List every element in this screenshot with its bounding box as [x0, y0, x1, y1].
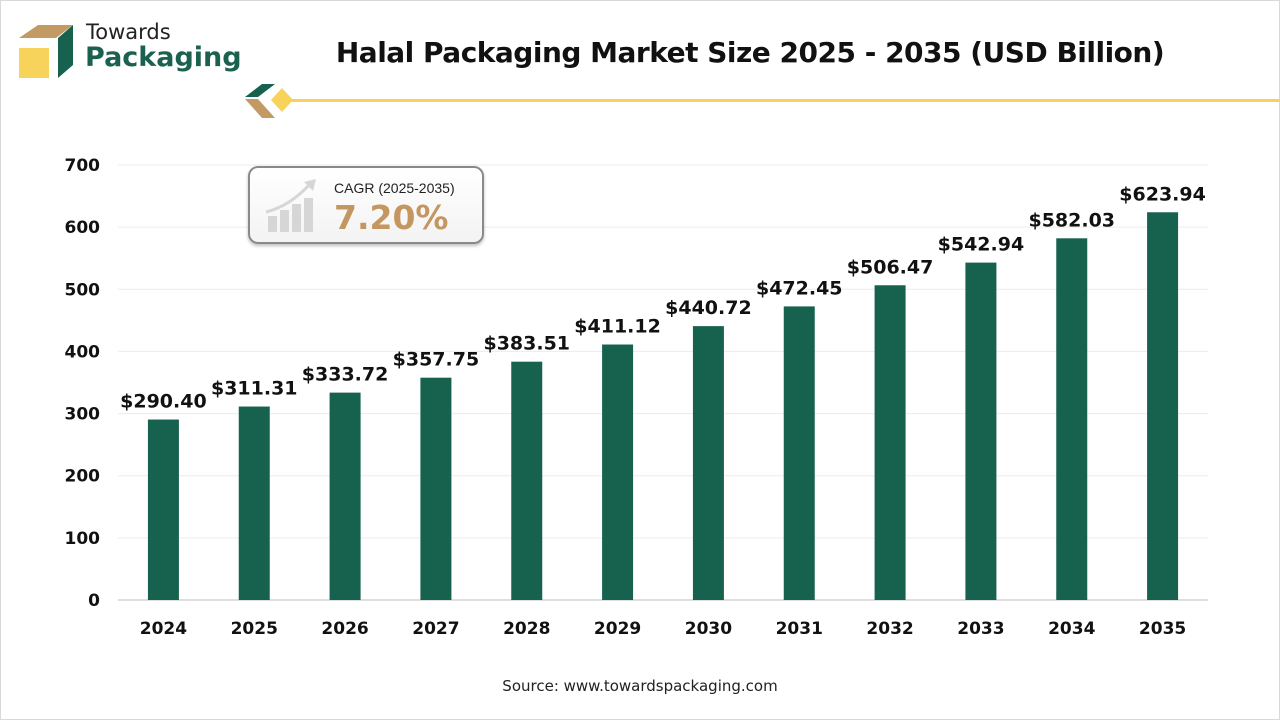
- x-tick-label: 2035: [1139, 619, 1186, 639]
- x-tick-label: 2028: [503, 619, 550, 639]
- y-tick-label: 500: [65, 280, 101, 300]
- bar: [329, 392, 361, 600]
- y-tick-label: 600: [65, 218, 101, 238]
- brand-line2: Packaging: [85, 42, 242, 73]
- data-label: $333.72: [302, 364, 389, 386]
- data-label: $542.94: [938, 234, 1025, 256]
- y-tick-label: 300: [65, 405, 101, 425]
- cagr-value: 7.20%: [334, 198, 449, 237]
- x-tick-label: 2026: [321, 619, 368, 639]
- data-label: $311.31: [211, 378, 298, 400]
- brand-line1: Towards: [86, 20, 171, 44]
- bar: [238, 406, 270, 600]
- x-tick-label: 2029: [594, 619, 641, 639]
- x-tick-label: 2025: [231, 619, 278, 639]
- data-label: $623.94: [1119, 183, 1206, 205]
- bar: [1147, 212, 1179, 600]
- data-label: $440.72: [665, 297, 752, 319]
- bar: [602, 344, 634, 600]
- x-tick-label: 2032: [866, 619, 913, 639]
- logo-icon: [19, 25, 73, 78]
- bar: [420, 377, 452, 600]
- x-tick-label: 2034: [1048, 619, 1095, 639]
- cagr-box: CAGR (2025-2035) 7.20%: [248, 166, 484, 244]
- header-divider-icon: [245, 84, 1280, 118]
- data-label: $472.45: [756, 277, 843, 299]
- data-label: $357.75: [393, 349, 480, 371]
- data-label: $506.47: [847, 256, 934, 278]
- y-tick-label: 100: [65, 529, 101, 549]
- bar: [511, 361, 543, 600]
- bar: [1056, 238, 1088, 600]
- y-tick-label: 0: [88, 591, 100, 611]
- data-label: $582.03: [1028, 209, 1115, 231]
- y-tick-label: 200: [65, 467, 101, 487]
- x-tick-label: 2031: [776, 619, 823, 639]
- x-tick-label: 2024: [140, 619, 187, 639]
- chart-title: Halal Packaging Market Size 2025 - 2035 …: [335, 36, 1165, 69]
- data-label: $411.12: [574, 316, 661, 338]
- bar: [783, 306, 815, 600]
- bar: [874, 285, 906, 600]
- data-label: $290.40: [120, 391, 207, 413]
- x-tick-label: 2030: [685, 619, 732, 639]
- bar: [147, 419, 179, 600]
- bar: [692, 326, 724, 600]
- x-tick-label: 2027: [412, 619, 459, 639]
- growth-chart-icon: [265, 179, 316, 232]
- cagr-label: CAGR (2025-2035): [334, 180, 455, 196]
- data-label: $383.51: [483, 333, 570, 355]
- source-note: Source: www.towardspackaging.com: [502, 677, 778, 695]
- y-tick-label: 700: [65, 156, 101, 176]
- bar: [965, 262, 997, 600]
- x-tick-label: 2033: [957, 619, 1004, 639]
- y-tick-label: 400: [65, 342, 101, 362]
